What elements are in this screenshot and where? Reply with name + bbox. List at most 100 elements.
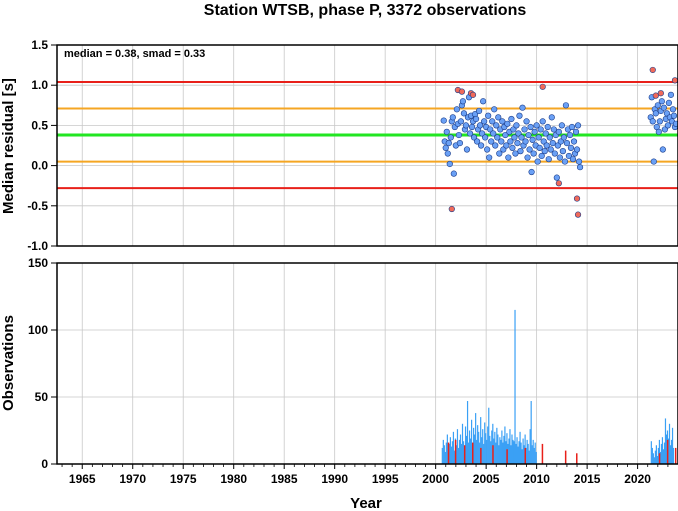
year-x-ticks: 1965 1970 1975 1980 1985 1990 1995 2000 2005 2010…	[61, 464, 669, 486]
bar	[659, 451, 662, 464]
bar	[505, 441, 507, 464]
data-point	[485, 112, 492, 119]
data-point	[669, 106, 677, 113]
bar	[446, 434, 448, 464]
data-point	[444, 150, 451, 157]
bar	[664, 418, 667, 464]
data-point	[650, 158, 657, 165]
data-point	[456, 139, 463, 147]
data-point	[491, 106, 498, 113]
bar	[473, 427, 475, 464]
bar	[658, 439, 661, 464]
bar	[480, 447, 482, 464]
tick-label: 2015	[574, 472, 601, 486]
bar	[485, 433, 487, 464]
tick-label: 0	[41, 457, 48, 471]
residual-points	[440, 66, 678, 218]
data-point	[568, 123, 576, 131]
bar	[501, 430, 503, 464]
data-point	[462, 122, 470, 129]
data-point	[463, 146, 471, 153]
bar	[512, 439, 514, 464]
bar	[464, 426, 467, 464]
bar	[668, 423, 671, 464]
bar	[666, 439, 669, 464]
residual-panel: -1.0 -0.5 0.0 0.5 1.0 1.5 median = 0.38, smad…	[0, 38, 678, 253]
data-point	[565, 152, 573, 160]
bar	[442, 439, 444, 464]
bar	[522, 438, 524, 464]
bar	[477, 425, 479, 464]
bar	[657, 447, 660, 464]
data-point	[533, 122, 540, 129]
bar	[494, 431, 496, 464]
data-point	[450, 170, 457, 177]
data-point	[476, 122, 484, 129]
bar	[463, 445, 466, 464]
bar	[454, 439, 457, 464]
tick-label: 1.0	[31, 78, 48, 92]
data-point	[547, 146, 554, 153]
bar	[474, 434, 476, 464]
bar	[456, 429, 459, 464]
bar	[533, 447, 535, 464]
bar	[445, 442, 447, 464]
data-point	[573, 195, 581, 202]
bar	[488, 407, 490, 464]
bar	[449, 437, 451, 464]
bar	[535, 451, 537, 464]
observations-panel: 0 50 100 150 1965 1970 1975 1980 1985 1990 1995 20…	[0, 256, 678, 511]
data-point	[519, 104, 526, 111]
data-point	[493, 122, 500, 129]
data-point	[567, 144, 575, 152]
data-point	[527, 123, 534, 131]
tick-label: 1970	[119, 472, 146, 486]
data-point	[514, 139, 521, 147]
bar	[471, 419, 473, 464]
bar	[665, 434, 668, 464]
data-point	[525, 131, 532, 139]
bar	[466, 401, 469, 464]
bar	[524, 447, 527, 464]
data-point	[560, 134, 567, 141]
tick-label: 2020	[624, 472, 651, 486]
bar	[467, 442, 470, 464]
data-point	[511, 134, 518, 141]
residual-y-label: Median residual [s]	[0, 78, 17, 214]
data-point	[528, 168, 535, 176]
data-point	[558, 122, 565, 129]
bar	[531, 445, 533, 464]
data-point	[574, 122, 582, 129]
tick-label: 1985	[271, 472, 298, 486]
tick-label: 150	[28, 256, 48, 270]
data-point	[516, 112, 523, 119]
data-point	[654, 102, 661, 109]
bar	[660, 443, 663, 464]
data-point	[549, 139, 556, 147]
data-point	[544, 123, 551, 131]
bar	[484, 422, 486, 464]
bar	[517, 446, 519, 464]
bar	[671, 427, 674, 464]
data-point	[672, 120, 678, 127]
bar	[511, 434, 513, 464]
data-point	[531, 128, 538, 135]
data-point	[555, 180, 562, 187]
bar	[655, 445, 657, 464]
bar	[576, 453, 578, 464]
bar	[490, 441, 492, 464]
data-point	[659, 146, 666, 153]
bar	[508, 438, 510, 464]
data-point	[526, 146, 533, 153]
data-point	[667, 91, 675, 98]
data-point	[489, 118, 496, 125]
data-point	[448, 205, 455, 213]
data-point	[522, 138, 529, 145]
bar	[481, 437, 483, 464]
bar	[452, 431, 455, 464]
bar	[453, 450, 456, 464]
data-point	[652, 110, 659, 117]
data-point	[498, 138, 505, 145]
data-point	[482, 134, 489, 141]
bar	[672, 447, 675, 464]
